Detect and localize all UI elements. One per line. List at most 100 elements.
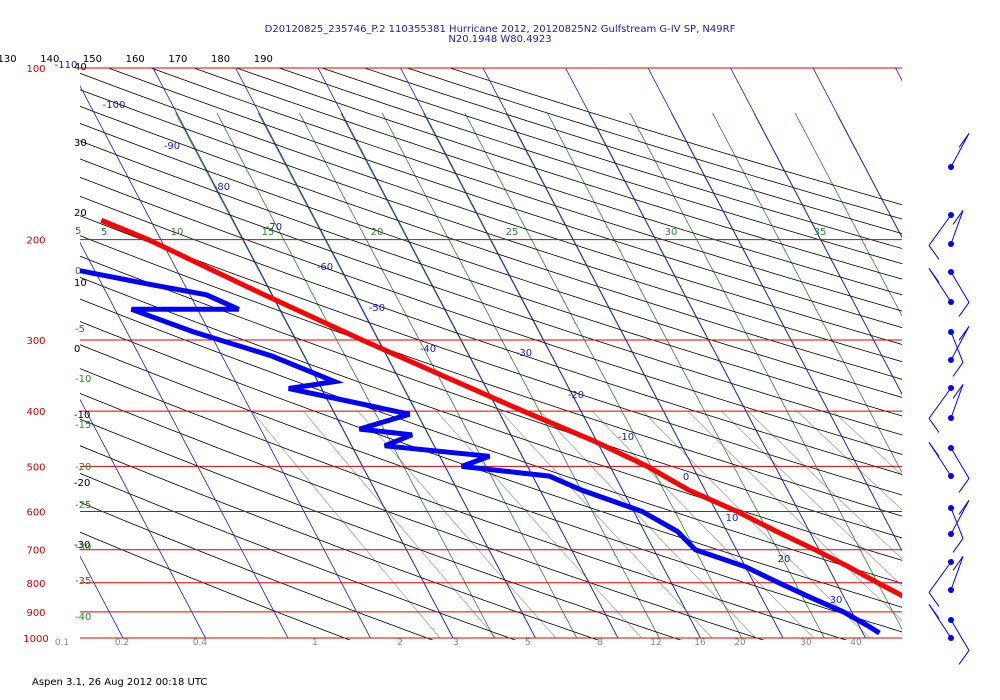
isotherm-label: -40	[420, 344, 436, 355]
wind-barb-staff	[950, 326, 970, 361]
wind-barb-flag	[952, 384, 964, 399]
isobar-label: 400	[26, 407, 45, 418]
isotherm-line	[647, 68, 902, 552]
theta-label: 140	[40, 54, 59, 65]
mixing-ratio-label: 40	[850, 638, 862, 648]
isotherm-line	[978, 68, 1000, 638]
theta-label: 150	[83, 54, 102, 65]
wind-barb-flag	[952, 538, 964, 553]
moist-adiabat-line	[712, 112, 902, 474]
dry-adiabat-line	[80, 472, 517, 640]
mixing-ratio-label: 8	[597, 638, 603, 648]
moist-adiabat-label: 20	[371, 227, 384, 238]
isotherm-line	[730, 68, 902, 395]
wind-barb-staff	[928, 387, 952, 419]
mixing-ratio-label: 3	[453, 638, 459, 648]
isobar-label: 500	[26, 462, 45, 473]
moist-adiabat-line	[794, 112, 902, 317]
isotherm-label: -20	[568, 390, 584, 401]
isotherm-label: -90	[164, 141, 180, 152]
dry-adiabat-line	[80, 344, 902, 633]
dry-adiabat-line	[80, 158, 902, 436]
wind-barb-flag	[928, 442, 940, 457]
wind-barb-flag	[958, 650, 970, 665]
moist-adiabat-line	[464, 112, 743, 639]
isotherm-line	[80, 85, 371, 639]
isobar-label: 800	[26, 579, 45, 590]
dry-adiabat-line	[80, 418, 682, 640]
isotherm-line	[812, 68, 902, 238]
dry-adiabat-line	[193, 68, 902, 296]
theta-label: 180	[211, 54, 230, 65]
mixing-ratio-label: 16	[694, 638, 706, 648]
moist-adiabat-label: 10	[171, 227, 184, 238]
wind-barb-staff	[950, 210, 964, 245]
isotherm-line	[80, 398, 206, 639]
wind-barb-flag	[958, 302, 970, 317]
isobar-label: 1000	[23, 634, 48, 645]
wind-barb-flag	[958, 133, 970, 148]
moist-label: -5	[75, 324, 85, 335]
wind-barb-staff	[928, 561, 952, 593]
isotherm-line	[895, 68, 902, 82]
dry-adiabat-line	[80, 140, 902, 417]
dry-adiabat-line	[80, 445, 599, 640]
dry-adiabat-line	[80, 321, 902, 608]
wind-barb-staff	[950, 619, 970, 651]
temperature-trace	[100, 217, 902, 599]
dry-adiabat-label: 0	[74, 344, 80, 355]
chart-subtitle: N20.1948 W80.4923	[448, 34, 552, 45]
mixing-ratio-label: 2	[397, 638, 403, 648]
dry-adiabat-line	[80, 105, 902, 380]
mixing-ratio-label: 30	[800, 638, 812, 648]
moist-label: -35	[75, 576, 91, 587]
chart-title: D20120825_235746_P.2 110355381 Hurricane…	[264, 24, 736, 35]
moist-adiabat-line	[836, 112, 902, 239]
moist-adiabat-line	[299, 112, 578, 639]
dry-adiabat-label: 20	[74, 208, 87, 219]
dry-adiabat-label: 30	[74, 138, 87, 149]
dry-adiabat-line	[80, 195, 902, 475]
isotherm-line	[565, 68, 866, 639]
isobar-label: 600	[26, 508, 45, 519]
dry-adiabat-line	[80, 235, 902, 517]
wind-barb-staff	[950, 500, 970, 535]
isotherm-label: 10	[726, 513, 739, 524]
wind-barb-flag	[952, 210, 964, 225]
isotherm-line	[80, 241, 289, 639]
mixing-ratio-label: 12	[650, 638, 661, 648]
dry-adiabat-line	[80, 368, 848, 640]
isotherm-line	[400, 68, 701, 639]
moist-label: -20	[75, 462, 91, 473]
moist-adiabat-label: 15	[262, 227, 275, 238]
moist-label: -15	[75, 420, 91, 431]
wind-barb-flag	[958, 478, 970, 493]
dry-adiabat-label: 40	[74, 62, 87, 73]
wind-barb-staff	[950, 271, 970, 303]
theta-label: 160	[126, 54, 145, 65]
isotherm-label: -60	[317, 262, 333, 273]
moist-adiabat-line	[216, 112, 495, 639]
moist-adiabat-line	[547, 112, 825, 639]
isotherm-label: 20	[778, 554, 791, 565]
mixing-ratio-line	[592, 410, 814, 639]
footer-text: Aspen 3.1, 26 Aug 2012 00:18 UTC	[32, 677, 208, 688]
isotherm-label: -50	[369, 303, 385, 314]
dry-adiabat-line	[236, 68, 902, 280]
isobar-label: 700	[26, 546, 45, 557]
isotherm-label: -70	[266, 222, 282, 233]
moist-adiabat-label: 35	[814, 227, 827, 238]
isotherm-label: -10	[618, 432, 634, 443]
dry-adiabat-line	[80, 89, 902, 363]
dry-adiabat-line	[150, 68, 902, 312]
mixing-ratio-label: 0.1	[55, 638, 69, 648]
isobar-label: 900	[26, 608, 45, 619]
wind-barb-flag	[928, 604, 940, 619]
mixing-ratio-label: 0.4	[193, 638, 208, 648]
wind-barb-flag	[928, 245, 940, 260]
dry-adiabat-line	[80, 298, 902, 584]
isotherm-line	[482, 68, 784, 639]
mixing-ratio-label: 20	[734, 638, 746, 648]
dry-adiabat-line	[80, 276, 902, 561]
